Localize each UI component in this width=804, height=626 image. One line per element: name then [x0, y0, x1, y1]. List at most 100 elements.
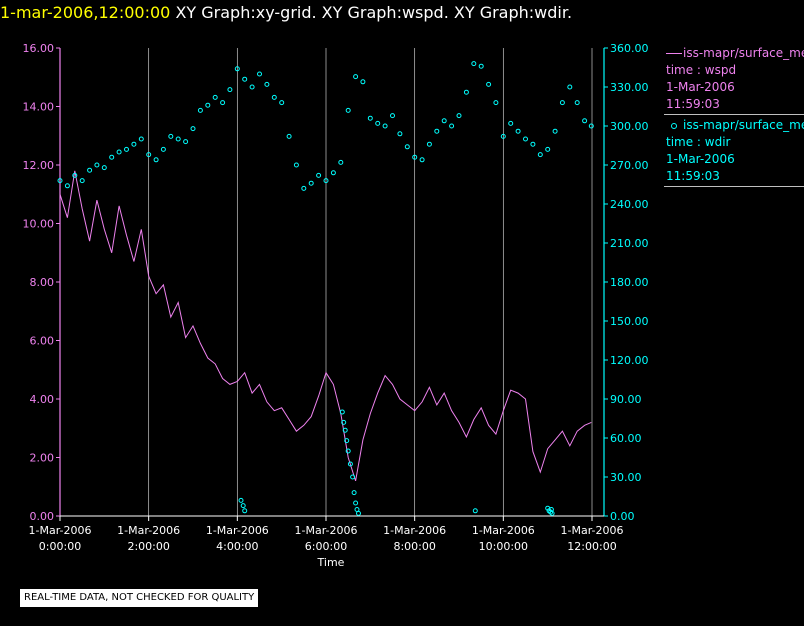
wdir-point [441, 118, 447, 124]
right-tick-label: 270.00 [610, 159, 649, 172]
x-tick-date: 1-Mar-2006 [561, 524, 624, 537]
wdir-point [515, 128, 521, 134]
wdir-point [412, 154, 418, 160]
wdir-point [537, 152, 543, 158]
wdir-point [293, 162, 299, 168]
x-axis: 1-Mar-2006 0:00:00 1-Mar-2006 2:00:00 1-Mar-… [29, 515, 624, 553]
wdir-point [354, 507, 360, 512]
wdir-point [582, 118, 588, 124]
wdir-point [508, 120, 514, 126]
wdir-point [153, 157, 159, 163]
x-tick-time: 2:00:00 [127, 540, 169, 553]
wdir-point [347, 461, 353, 467]
wdir-point [146, 152, 152, 158]
wdir-point [242, 76, 248, 82]
wdir-point [574, 100, 580, 106]
wdir-point [345, 448, 351, 454]
wdir-point [339, 409, 345, 415]
x-tick-date: 1-Mar-2006 [295, 524, 358, 537]
wdir-point [64, 183, 70, 189]
page-header: 1-mar-2006,12:00:00 XY Graph:xy-grid. XY… [0, 2, 572, 24]
series-layer [57, 61, 594, 516]
wdir-point [94, 162, 100, 168]
legend-label: iss-mapr/surface_met [683, 118, 804, 132]
x-tick-date: 1-Mar-2006 [206, 524, 269, 537]
left-tick-label: 6.00 [30, 335, 55, 348]
right-tick-label: 60.00 [610, 432, 642, 445]
right-y-axis: 0.00 30.00 60.00 90.00 120.00 150.00 180.00 210… [603, 42, 649, 523]
legend-entry-wspd: iss-mapr/surface_met time : wspd 1-Mar-2… [664, 45, 804, 113]
right-tick-label: 300.00 [610, 120, 649, 133]
wdir-point [308, 180, 314, 186]
wdir-point [175, 136, 181, 142]
wdir-point [449, 123, 455, 129]
x-tick-date: 1-Mar-2006 [117, 524, 180, 537]
wdir-point [286, 133, 292, 139]
wdir-point [486, 81, 492, 87]
wdir-point [353, 500, 359, 506]
graph-title-wdir: XY Graph:wdir. [453, 3, 573, 22]
wdir-point [567, 84, 573, 90]
wdir-point [57, 178, 63, 184]
left-y-axis: 0.00 2.00 4.00 6.00 8.00 10.00 12.00 14.00 16.00 [23, 42, 61, 523]
right-tick-label: 120.00 [610, 354, 649, 367]
wdir-point [478, 63, 484, 69]
wdir-point [375, 120, 381, 126]
legend-detail: time : wdir [666, 135, 731, 149]
legend-line-symbol [666, 53, 682, 54]
quality-disclaimer: REAL-TIME DATA, NOT CHECKED FOR QUALITY [20, 589, 259, 607]
wdir-point [234, 66, 240, 72]
wdir-point [197, 107, 203, 113]
x-tick-time: 12:00:00 [567, 540, 616, 553]
legend-entry-wdir: iss-mapr/surface_met time : wdir 1-Mar-2… [664, 117, 804, 185]
wdir-point [530, 141, 536, 147]
wdir-point [404, 144, 410, 150]
right-tick-label: 180.00 [610, 276, 649, 289]
wdir-point [350, 474, 356, 480]
wdir-point [124, 146, 129, 152]
right-tick-label: 30.00 [610, 471, 642, 484]
wdir-point [360, 79, 366, 85]
right-tick-label: 90.00 [610, 393, 642, 406]
wdir-point [351, 490, 357, 496]
x-tick-date: 1-Mar-2006 [29, 524, 92, 537]
wdir-point [356, 510, 361, 516]
wdir-point [545, 146, 551, 152]
x-tick-date: 1-Mar-2006 [383, 524, 446, 537]
legend-divider [664, 114, 804, 115]
wdir-point [500, 133, 506, 139]
wdir-point [345, 107, 351, 113]
left-tick-label: 10.00 [23, 218, 55, 231]
vertical-gridlines [148, 48, 593, 516]
wdir-point [168, 133, 174, 139]
wdir-point [238, 497, 244, 503]
wdir-point [456, 113, 462, 119]
wdir-point [471, 61, 477, 67]
x-tick-time: 0:00:00 [39, 540, 81, 553]
wdir-point [549, 510, 555, 516]
graph-title-wspd: XY Graph:wspd. [321, 3, 449, 22]
wdir-point [523, 136, 528, 142]
wspd-series-line [59, 170, 592, 482]
x-tick-time: 4:00:00 [216, 540, 258, 553]
wdir-point [183, 139, 189, 145]
wdir-point [160, 146, 166, 152]
wdir-point [249, 84, 255, 90]
legend: iss-mapr/surface_met time : wspd 1-Mar-2… [664, 45, 804, 189]
wdir-point [316, 172, 322, 178]
legend-time: 11:59:03 [666, 97, 720, 111]
wdir-point [559, 100, 565, 106]
wdir-point [382, 123, 388, 129]
x-axis-label: Time [317, 556, 345, 569]
wdir-point [390, 113, 395, 119]
right-tick-label: 330.00 [610, 81, 649, 94]
wdir-point [190, 126, 196, 132]
legend-label: iss-mapr/surface_met [683, 46, 804, 60]
right-tick-label: 150.00 [610, 315, 649, 328]
right-tick-label: 240.00 [610, 198, 649, 211]
wdir-point [116, 149, 122, 155]
wdir-point [101, 165, 107, 171]
wdir-point [353, 74, 359, 80]
left-tick-label: 14.00 [23, 101, 55, 114]
